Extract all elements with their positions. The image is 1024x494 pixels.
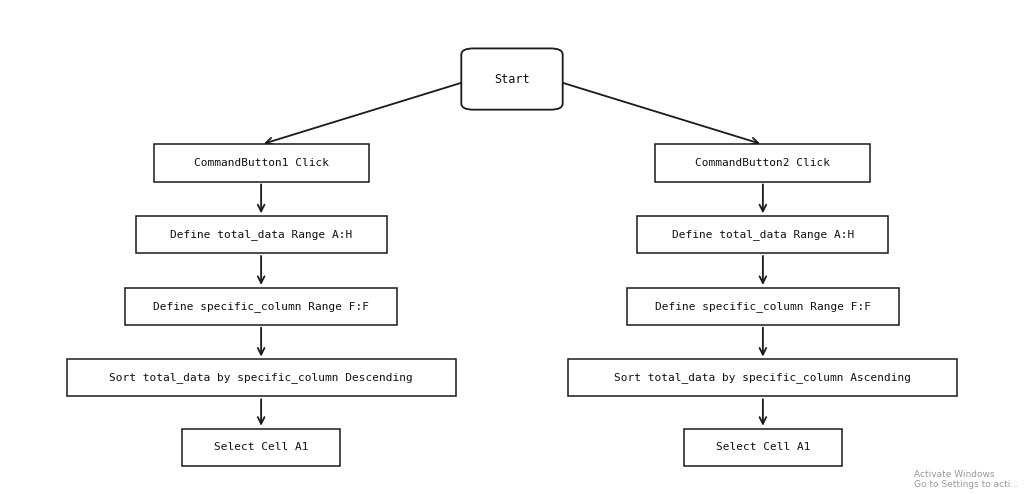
Text: CommandButton2 Click: CommandButton2 Click xyxy=(695,158,830,168)
Text: Select Cell A1: Select Cell A1 xyxy=(214,442,308,452)
Text: Define specific_column Range F:F: Define specific_column Range F:F xyxy=(154,301,369,312)
FancyBboxPatch shape xyxy=(461,48,563,110)
FancyBboxPatch shape xyxy=(154,145,369,182)
Text: Activate Windows
Go to Settings to acti...: Activate Windows Go to Settings to acti.… xyxy=(913,470,1019,489)
Text: Sort total_data by specific_column Ascending: Sort total_data by specific_column Ascen… xyxy=(614,372,911,383)
Text: Define total_data Range A:H: Define total_data Range A:H xyxy=(170,229,352,240)
Text: Sort total_data by specific_column Descending: Sort total_data by specific_column Desce… xyxy=(110,372,413,383)
FancyBboxPatch shape xyxy=(67,360,456,396)
FancyBboxPatch shape xyxy=(182,428,340,465)
Text: CommandButton1 Click: CommandButton1 Click xyxy=(194,158,329,168)
FancyBboxPatch shape xyxy=(655,145,870,182)
FancyBboxPatch shape xyxy=(627,288,899,325)
FancyBboxPatch shape xyxy=(125,288,397,325)
Text: Define specific_column Range F:F: Define specific_column Range F:F xyxy=(655,301,870,312)
FancyBboxPatch shape xyxy=(568,360,957,396)
FancyBboxPatch shape xyxy=(684,428,842,465)
Text: Define total_data Range A:H: Define total_data Range A:H xyxy=(672,229,854,240)
FancyBboxPatch shape xyxy=(637,216,889,253)
FancyBboxPatch shape xyxy=(135,216,387,253)
Text: Start: Start xyxy=(495,73,529,85)
Text: Select Cell A1: Select Cell A1 xyxy=(716,442,810,452)
